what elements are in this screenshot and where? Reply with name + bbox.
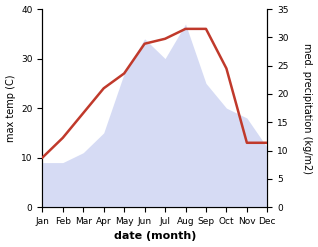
Y-axis label: med. precipitation (kg/m2): med. precipitation (kg/m2) [302, 43, 313, 174]
Y-axis label: max temp (C): max temp (C) [5, 74, 16, 142]
X-axis label: date (month): date (month) [114, 231, 196, 242]
